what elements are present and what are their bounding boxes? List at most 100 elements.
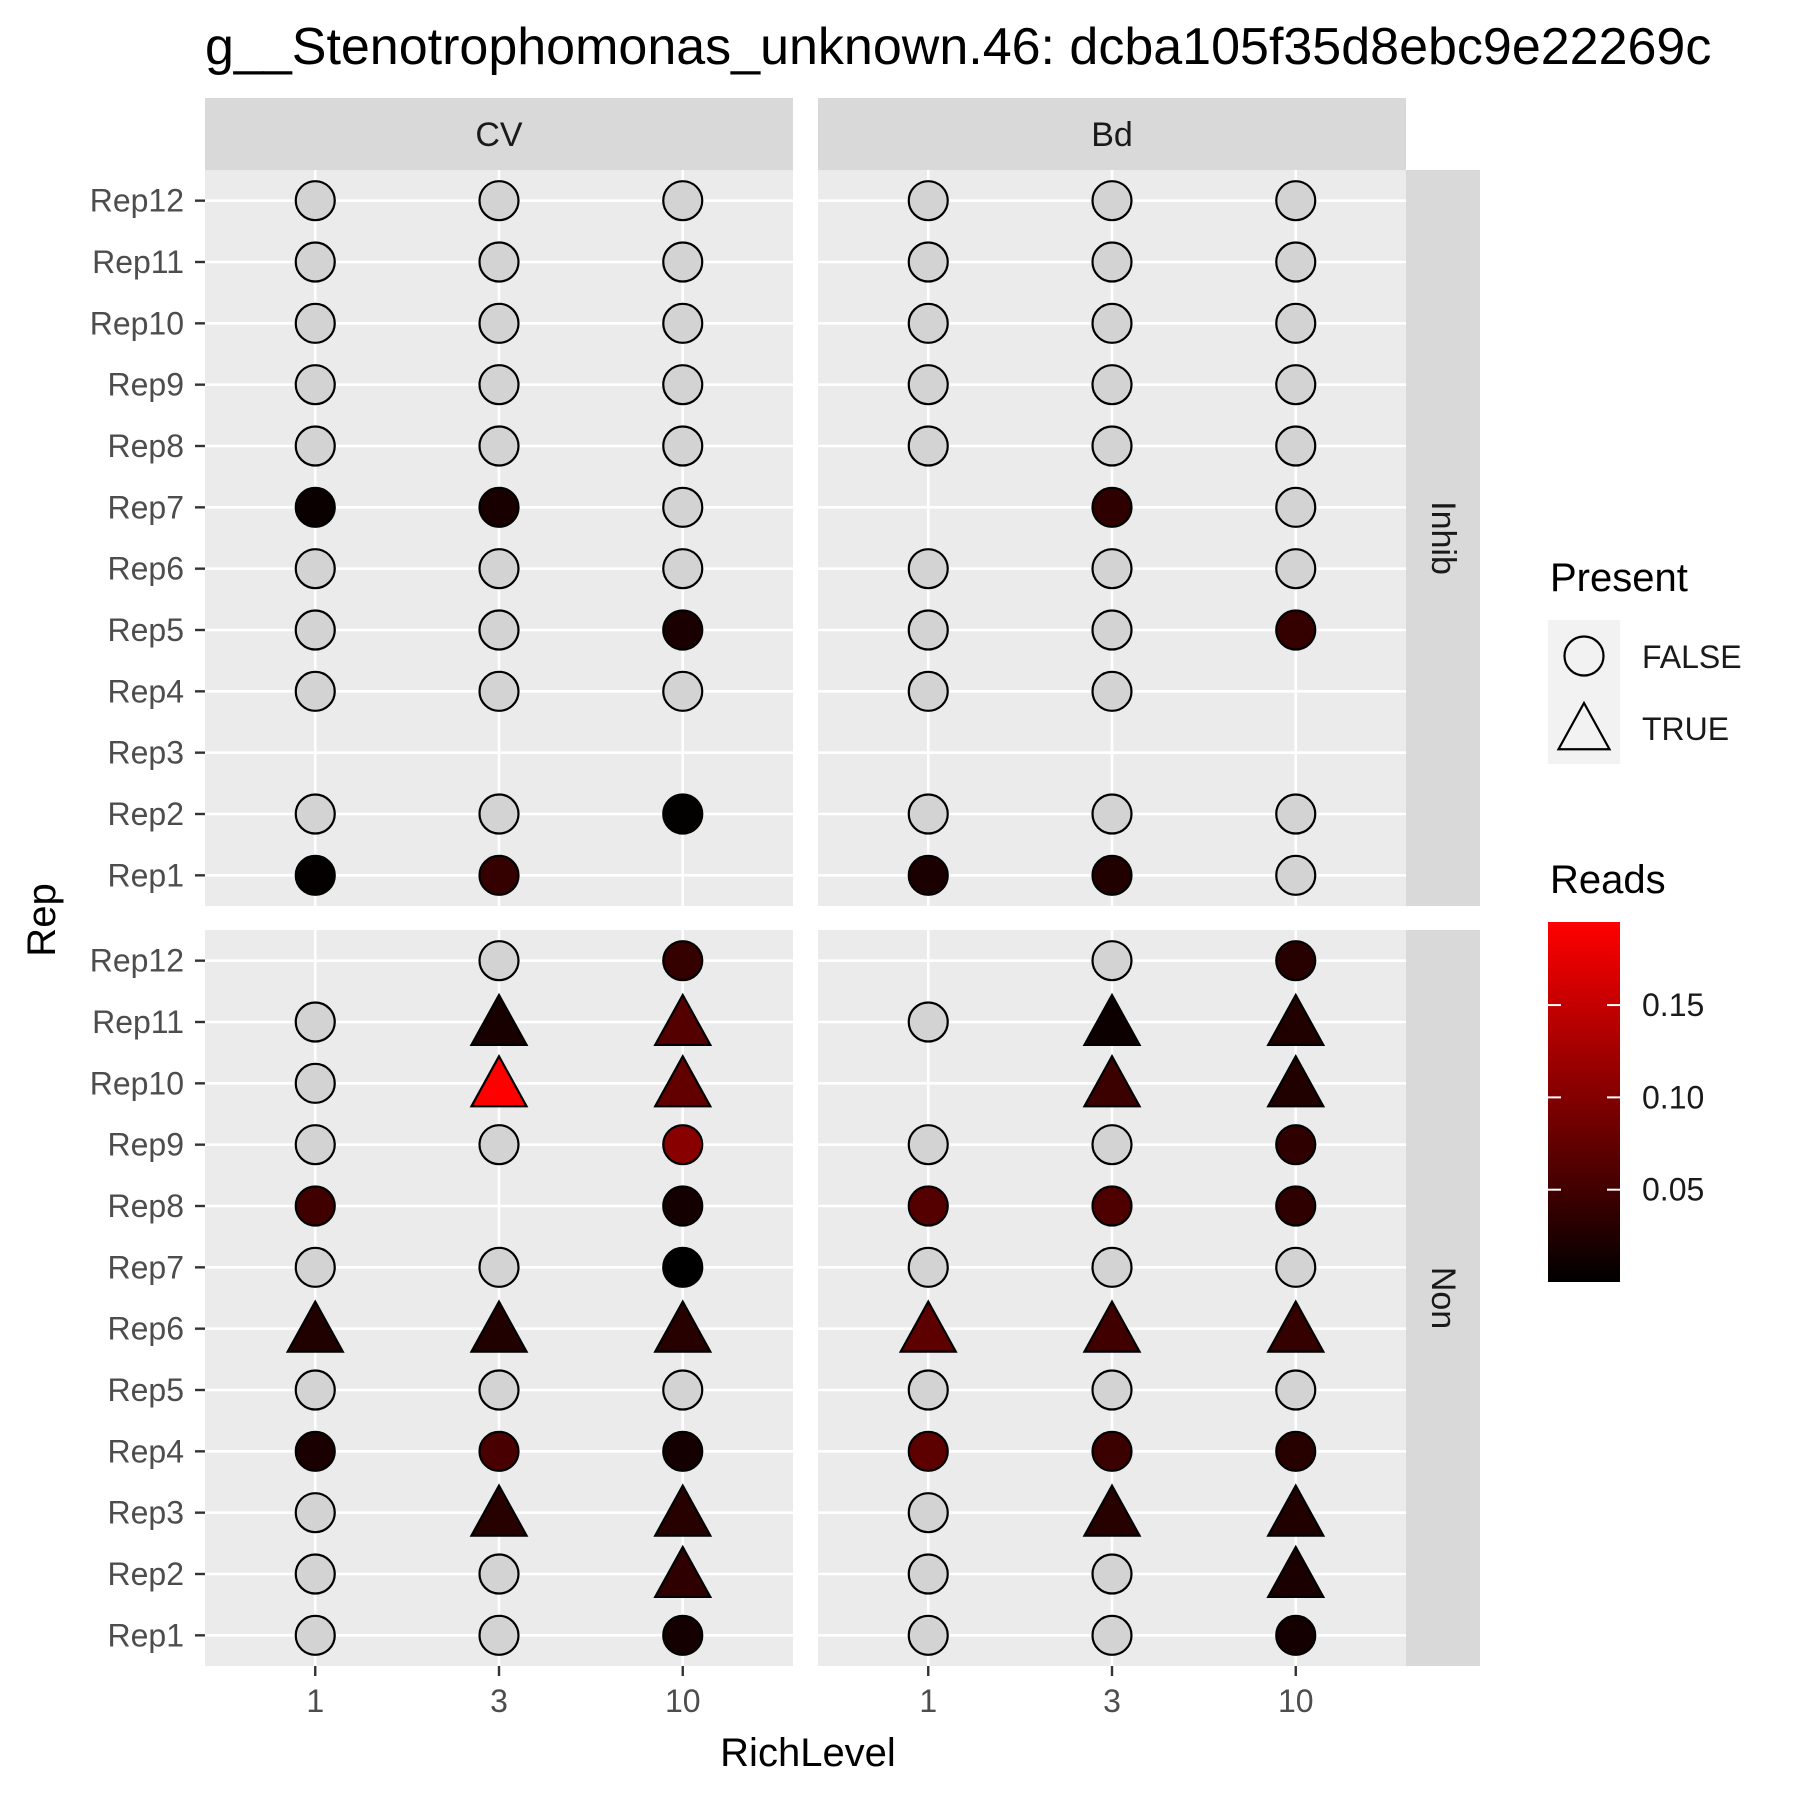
data-point-circle xyxy=(907,670,949,712)
panel-bd-inhib xyxy=(818,170,1406,906)
data-point-circle xyxy=(662,670,704,712)
data-point-circle xyxy=(1275,1124,1317,1166)
data-point-circle xyxy=(1091,548,1133,590)
data-point-circle xyxy=(1275,364,1317,406)
data-point-circle xyxy=(478,180,520,222)
y-tick-label-rep2: Rep2 xyxy=(108,796,185,832)
data-point-circle xyxy=(294,1062,336,1104)
y-tick-label-rep5: Rep5 xyxy=(108,1372,185,1408)
data-point-circle xyxy=(662,241,704,283)
facet-strip-inhib xyxy=(1406,170,1480,906)
y-tick-label-rep6: Rep6 xyxy=(108,551,185,587)
reads-tick-label: 0.05 xyxy=(1642,1172,1704,1208)
data-point-circle xyxy=(1091,670,1133,712)
facet-strip-label-non: Non xyxy=(1424,1267,1462,1329)
data-point-circle xyxy=(478,1553,520,1595)
reads-tick-label: 0.10 xyxy=(1642,1079,1704,1115)
data-point-circle xyxy=(1091,1369,1133,1411)
data-point-circle xyxy=(1275,1369,1317,1411)
data-point-circle xyxy=(294,609,336,651)
facet-strip-bd xyxy=(818,98,1406,170)
data-point-circle xyxy=(1091,1614,1133,1656)
data-point-circle xyxy=(1275,1185,1317,1227)
facet-strip-label-cv: CV xyxy=(475,116,523,154)
data-point-triangle xyxy=(653,992,713,1047)
data-point-circle xyxy=(1091,1124,1133,1166)
y-tick-label-rep12: Rep12 xyxy=(90,943,184,979)
data-point-circle xyxy=(294,241,336,283)
legend-label-false: FALSE xyxy=(1642,639,1742,675)
data-point-circle xyxy=(662,302,704,344)
data-point-circle xyxy=(662,1430,704,1472)
data-point-circle xyxy=(1275,241,1317,283)
legend-reads-title: Reads xyxy=(1550,858,1666,902)
data-point-circle xyxy=(294,1001,336,1043)
data-point-triangle xyxy=(469,1054,529,1108)
y-tick-label-rep9: Rep9 xyxy=(108,367,185,403)
data-point-circle xyxy=(478,940,520,982)
data-point-circle xyxy=(1091,302,1133,344)
y-tick-label-rep3: Rep3 xyxy=(108,1495,185,1531)
data-point-circle xyxy=(294,670,336,712)
panel-cv-inhib xyxy=(205,170,793,906)
panel-bd-non xyxy=(818,930,1406,1666)
y-tick-label-rep10: Rep10 xyxy=(90,305,184,341)
data-point-circle xyxy=(907,302,949,344)
y-axis-title: Rep xyxy=(20,883,64,956)
data-point-triangle xyxy=(653,1054,713,1108)
y-tick-label-rep7: Rep7 xyxy=(108,1249,185,1285)
data-point-triangle xyxy=(1266,1299,1326,1353)
y-tick-label-rep8: Rep8 xyxy=(108,1188,185,1224)
data-point-circle xyxy=(1275,180,1317,222)
y-tick-label-rep8: Rep8 xyxy=(108,428,185,464)
y-tick-label-rep2: Rep2 xyxy=(108,1556,185,1592)
data-point-circle xyxy=(294,486,336,528)
data-point-circle xyxy=(294,793,336,835)
y-tick-label-rep1: Rep1 xyxy=(108,857,185,893)
data-point-circle xyxy=(662,793,704,835)
y-tick-label-rep4: Rep4 xyxy=(108,673,185,709)
data-point-circle xyxy=(662,1614,704,1656)
data-point-circle xyxy=(1091,425,1133,467)
legend-label-true: TRUE xyxy=(1642,711,1729,747)
x-tick-label-10: 10 xyxy=(1278,1683,1314,1719)
y-tick-label-rep9: Rep9 xyxy=(108,1127,185,1163)
x-tick-label-3: 3 xyxy=(490,1683,508,1719)
data-point-circle xyxy=(294,1553,336,1595)
facet-strip-label-bd: Bd xyxy=(1091,116,1133,154)
data-point-triangle xyxy=(1266,992,1326,1047)
data-point-circle xyxy=(478,302,520,344)
data-point-circle xyxy=(294,1185,336,1227)
data-point-circle xyxy=(1275,1246,1317,1288)
data-point-circle xyxy=(1091,1246,1133,1288)
data-point-circle xyxy=(907,793,949,835)
data-point-circle xyxy=(1275,486,1317,528)
data-point-circle xyxy=(294,425,336,467)
x-tick-label-1: 1 xyxy=(919,1683,937,1719)
data-point-circle xyxy=(478,486,520,528)
data-point-circle xyxy=(294,1430,336,1472)
data-point-circle xyxy=(907,1369,949,1411)
data-point-circle xyxy=(478,364,520,406)
data-point-circle xyxy=(662,1246,704,1288)
data-point-circle xyxy=(478,1124,520,1166)
data-point-triangle xyxy=(469,1299,529,1353)
data-point-circle xyxy=(907,1430,949,1472)
y-tick-label-rep1: Rep1 xyxy=(108,1617,185,1653)
data-point-circle xyxy=(294,1614,336,1656)
data-point-circle xyxy=(478,1430,520,1472)
data-point-circle xyxy=(662,486,704,528)
data-point-triangle xyxy=(1082,1299,1142,1353)
data-point-circle xyxy=(907,1124,949,1166)
data-point-circle xyxy=(1091,1430,1133,1472)
data-point-circle xyxy=(1091,364,1133,406)
data-point-circle xyxy=(1091,1553,1133,1595)
data-point-circle xyxy=(907,548,949,590)
data-point-circle xyxy=(294,1492,336,1534)
x-tick-label-1: 1 xyxy=(306,1683,324,1719)
data-point-triangle xyxy=(285,1299,345,1353)
data-point-circle xyxy=(478,548,520,590)
data-point-circle xyxy=(662,1369,704,1411)
data-point-circle xyxy=(478,854,520,896)
